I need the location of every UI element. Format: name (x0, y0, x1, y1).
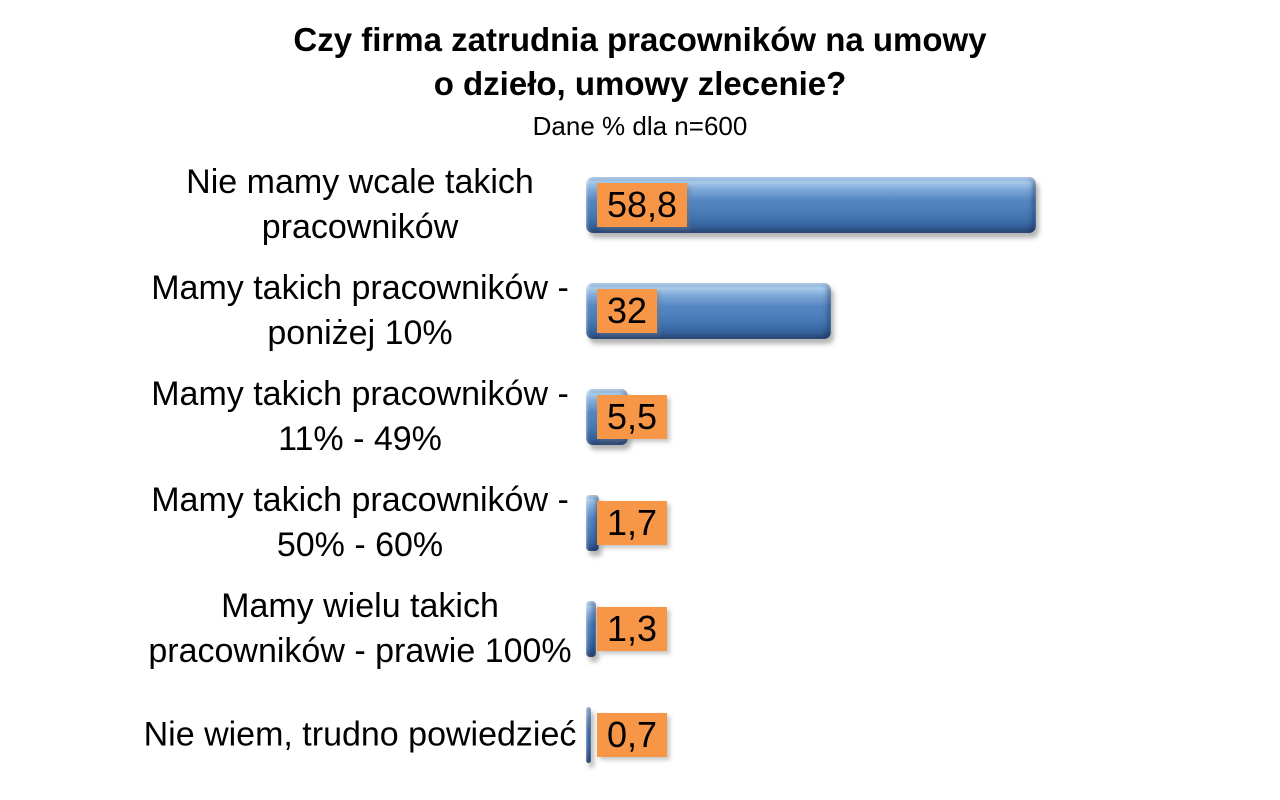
bar-row: Mamy takich pracowników - 50% - 60% 1,7 (0, 470, 1280, 576)
bar-row: Mamy wielu takich pracowników - prawie 1… (0, 576, 1280, 682)
value-label: 0,7 (597, 713, 668, 757)
chart-subtitle: Dane % dla n=600 (532, 111, 748, 141)
value-label: 32 (597, 289, 658, 333)
category-label: Mamy wielu takich pracowników - prawie 1… (148, 587, 572, 670)
bar (586, 495, 599, 551)
value-label: 58,8 (597, 183, 688, 227)
bar-row: Mamy takich pracowników - poniżej 10% 32 (0, 258, 1280, 364)
bar-chart: Nie mamy wcale takich pracowników 58,8 M… (0, 152, 1280, 792)
category-label: Nie wiem, trudno powiedzieć (143, 715, 577, 754)
bar (586, 707, 591, 763)
value-label: 5,5 (597, 395, 668, 439)
category-label: Nie mamy wcale takich pracowników (186, 163, 534, 246)
category-label: Mamy takich pracowników - 50% - 60% (151, 481, 569, 564)
bar-row: Nie wiem, trudno powiedzieć 0,7 (0, 682, 1280, 788)
chart-title-line-1: Czy firma zatrudnia pracowników na umowy (293, 21, 987, 58)
bar-row: Mamy takich pracowników - 11% - 49% 5,5 (0, 364, 1280, 470)
bar-row: Nie mamy wcale takich pracowników 58,8 (0, 152, 1280, 258)
category-label: Mamy takich pracowników - 11% - 49% (151, 375, 569, 458)
category-label: Mamy takich pracowników - poniżej 10% (151, 269, 569, 352)
bar (586, 601, 596, 657)
chart-header: Czy firma zatrudnia pracowników na umowy… (0, 0, 1280, 142)
chart-title-line-2: o dzieło, umowy zlecenie? (433, 65, 847, 102)
value-label: 1,7 (597, 501, 668, 545)
value-label: 1,3 (597, 607, 668, 651)
